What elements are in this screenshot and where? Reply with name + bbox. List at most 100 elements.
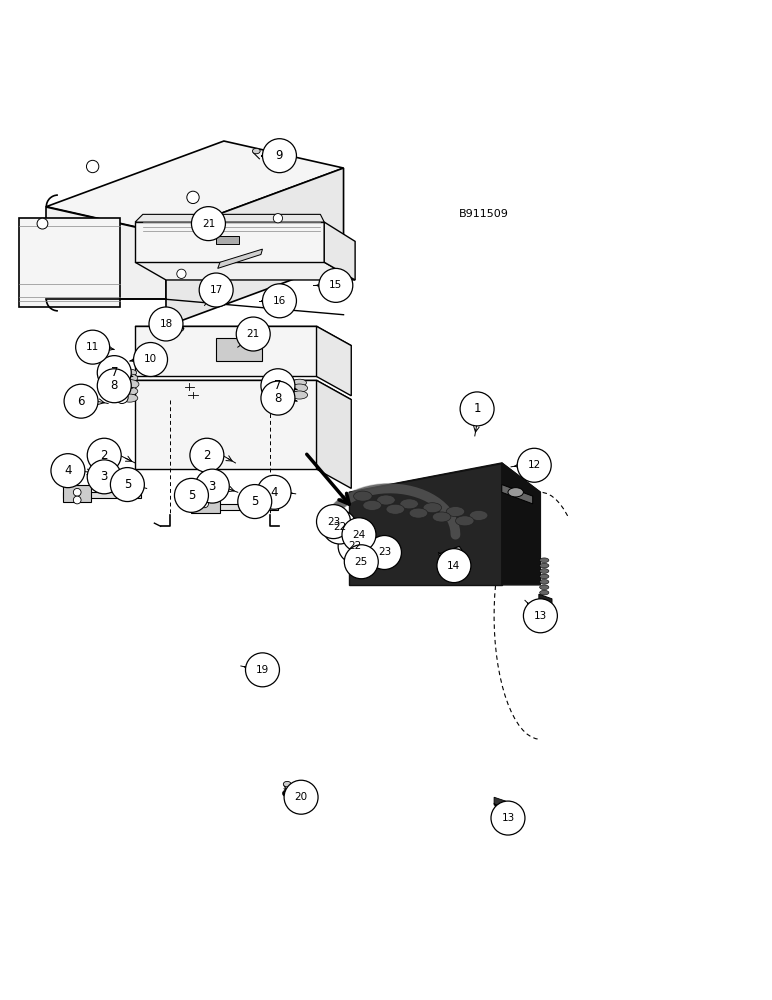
Ellipse shape: [252, 148, 260, 154]
Circle shape: [201, 500, 208, 508]
Ellipse shape: [540, 580, 549, 584]
Circle shape: [262, 139, 296, 173]
Circle shape: [523, 599, 557, 633]
Circle shape: [73, 488, 81, 496]
Circle shape: [187, 191, 199, 204]
Ellipse shape: [377, 495, 395, 505]
Circle shape: [283, 790, 289, 796]
Ellipse shape: [123, 369, 137, 376]
Text: 7: 7: [274, 379, 282, 392]
Ellipse shape: [469, 510, 488, 520]
Ellipse shape: [345, 548, 357, 556]
Polygon shape: [216, 338, 262, 361]
Ellipse shape: [358, 560, 367, 566]
Polygon shape: [349, 463, 540, 522]
Circle shape: [273, 214, 283, 223]
Text: 2: 2: [203, 449, 211, 462]
Text: B911509: B911509: [459, 209, 510, 219]
Polygon shape: [63, 492, 141, 498]
Polygon shape: [166, 168, 344, 326]
Polygon shape: [135, 326, 317, 376]
Ellipse shape: [354, 491, 372, 501]
Polygon shape: [317, 326, 351, 396]
Circle shape: [199, 273, 233, 307]
Polygon shape: [63, 485, 91, 502]
Text: 5: 5: [251, 495, 259, 508]
Text: 17: 17: [209, 285, 223, 295]
Polygon shape: [46, 141, 344, 234]
Ellipse shape: [122, 394, 137, 402]
Polygon shape: [46, 207, 166, 299]
Text: 9: 9: [276, 149, 283, 162]
Circle shape: [342, 518, 376, 552]
Circle shape: [338, 529, 372, 563]
Circle shape: [86, 160, 99, 173]
Circle shape: [51, 454, 85, 488]
Circle shape: [437, 549, 471, 583]
Text: 22: 22: [348, 541, 362, 551]
Circle shape: [245, 653, 279, 687]
Ellipse shape: [540, 585, 549, 590]
Circle shape: [323, 510, 357, 544]
Circle shape: [149, 307, 183, 341]
Text: 25: 25: [354, 557, 368, 567]
Text: 6: 6: [77, 395, 85, 408]
Ellipse shape: [496, 802, 504, 806]
Circle shape: [97, 369, 131, 403]
Ellipse shape: [432, 512, 451, 522]
Ellipse shape: [496, 818, 504, 823]
Circle shape: [134, 343, 168, 376]
Ellipse shape: [122, 387, 137, 395]
Circle shape: [76, 330, 110, 364]
Polygon shape: [135, 222, 324, 262]
Polygon shape: [191, 504, 278, 510]
Circle shape: [174, 478, 208, 512]
Ellipse shape: [496, 807, 504, 812]
Ellipse shape: [363, 500, 381, 510]
Circle shape: [64, 384, 98, 418]
Text: 8: 8: [110, 379, 118, 392]
Ellipse shape: [496, 823, 504, 828]
Text: 4: 4: [64, 464, 72, 477]
Text: 1: 1: [473, 402, 481, 415]
Circle shape: [116, 391, 128, 404]
Text: 8: 8: [274, 392, 282, 405]
Text: 19: 19: [256, 665, 269, 675]
Circle shape: [87, 460, 121, 494]
Circle shape: [238, 485, 272, 519]
Text: 21: 21: [201, 219, 215, 229]
Circle shape: [177, 269, 186, 278]
Text: 20: 20: [294, 792, 308, 802]
Polygon shape: [324, 222, 355, 280]
Circle shape: [344, 545, 378, 579]
Ellipse shape: [174, 326, 184, 332]
Text: 14: 14: [447, 561, 461, 571]
Text: 23: 23: [378, 547, 391, 557]
Ellipse shape: [120, 380, 139, 389]
Text: 5: 5: [188, 489, 195, 502]
Ellipse shape: [386, 504, 405, 514]
Circle shape: [191, 207, 225, 241]
Ellipse shape: [540, 558, 549, 563]
Ellipse shape: [409, 508, 428, 518]
Circle shape: [37, 218, 48, 229]
Circle shape: [110, 468, 144, 502]
Text: 16: 16: [273, 296, 286, 306]
Ellipse shape: [540, 574, 549, 579]
Circle shape: [73, 496, 81, 504]
Polygon shape: [438, 546, 467, 566]
Circle shape: [87, 438, 121, 472]
Ellipse shape: [540, 590, 549, 595]
Ellipse shape: [400, 499, 418, 509]
Ellipse shape: [283, 781, 291, 787]
Text: 10: 10: [144, 354, 157, 364]
Polygon shape: [502, 463, 540, 585]
Polygon shape: [494, 797, 506, 809]
Ellipse shape: [540, 569, 549, 573]
Text: 3: 3: [208, 480, 216, 493]
Circle shape: [517, 448, 551, 482]
Polygon shape: [19, 218, 120, 307]
Circle shape: [317, 505, 350, 539]
Circle shape: [236, 317, 270, 351]
Circle shape: [195, 469, 229, 503]
